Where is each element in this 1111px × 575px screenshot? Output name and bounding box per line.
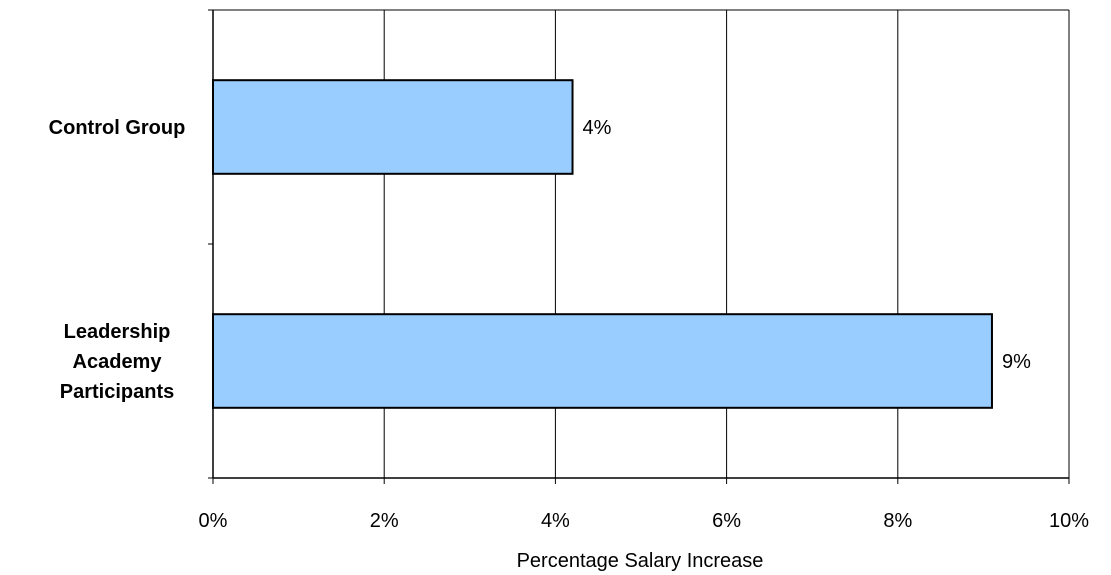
category-label: Academy <box>73 351 163 373</box>
x-tick-label: 10% <box>1049 510 1089 532</box>
x-tick-label: 8% <box>883 510 912 532</box>
category-label: Control Group <box>49 117 186 139</box>
data-label: 4% <box>583 117 612 139</box>
x-tick-label: 6% <box>712 510 741 532</box>
data-label: 9% <box>1002 351 1031 373</box>
x-tick-label: 2% <box>370 510 399 532</box>
bar <box>212 313 993 409</box>
bar <box>212 79 574 175</box>
labels: 4% Control Group 9% Leadership Academy Partic… <box>49 117 1090 532</box>
x-axis-title: Percentage Salary Increase <box>517 550 764 572</box>
axes <box>208 9 1070 484</box>
category-label: Leadership <box>64 321 171 343</box>
x-tick-label: 0% <box>199 510 228 532</box>
category-label: Participants <box>60 381 174 403</box>
x-tick-label: 4% <box>541 510 570 532</box>
